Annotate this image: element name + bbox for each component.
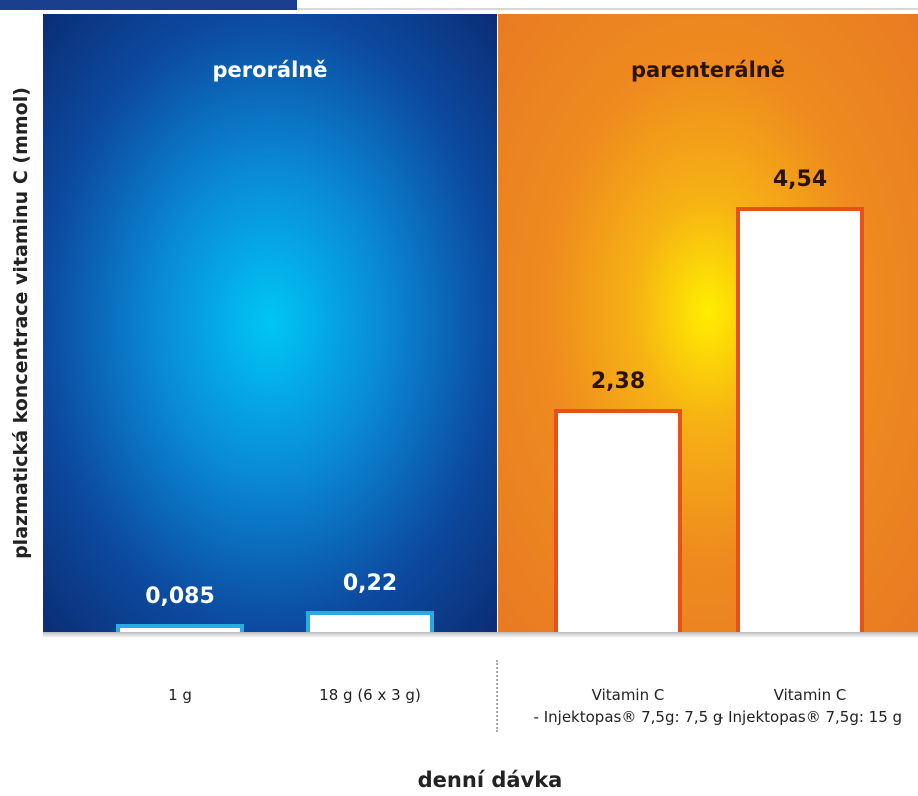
- value-label: 2,38: [590, 369, 646, 395]
- bar: [116, 624, 244, 632]
- group-label: perorálně: [212, 58, 328, 82]
- header-bar: [0, 0, 297, 10]
- x-tick-label: Vitamin C - Injektopas® 7,5g: 15 g: [717, 686, 903, 726]
- panel-oral: [43, 14, 497, 632]
- header-line: [297, 8, 918, 10]
- x-tick-label: Vitamin C - Injektopas® 7,5g: 7,5 g: [533, 686, 723, 726]
- x-tick-label: 1 g: [168, 686, 192, 704]
- y-axis-label: plazmatická koncentrace vitaminu C (mmol…: [10, 87, 32, 559]
- separator: [496, 660, 498, 732]
- bar: [736, 206, 864, 632]
- bar: [306, 611, 434, 632]
- value-label: 0,22: [342, 571, 398, 597]
- value-label: 0,085: [145, 584, 215, 610]
- x-tick-label: 18 g (6 x 3 g): [319, 686, 421, 704]
- group-label: parenterálně: [631, 58, 785, 82]
- bar: [554, 409, 682, 632]
- value-label: 4,54: [772, 166, 828, 192]
- x-axis-label: denní dávka: [417, 768, 563, 792]
- plot-shadow: [43, 632, 918, 638]
